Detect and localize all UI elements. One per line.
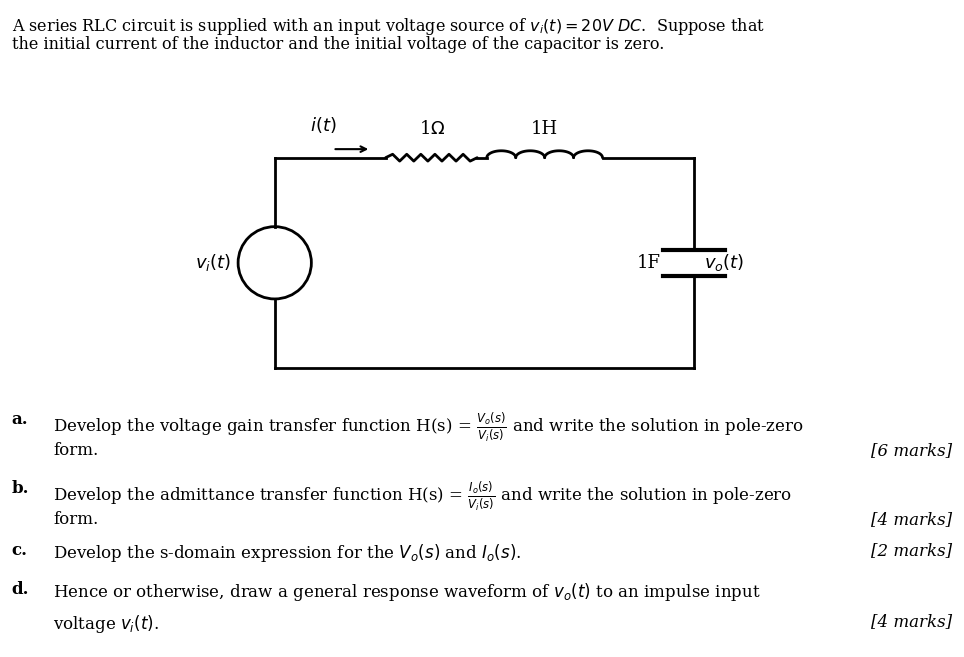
Text: $i(t)$: $i(t)$ [309,115,336,135]
Text: A series RLC circuit is supplied with an input voltage source of $v_i(t)=20V\ DC: A series RLC circuit is supplied with an… [12,16,764,37]
Text: d.: d. [12,581,29,599]
Text: form.: form. [53,442,98,459]
Text: Develop the admittance transfer function H(s) = $\frac{I_o(s)}{V_i(s)}$ and writ: Develop the admittance transfer function… [53,480,792,513]
Text: [4 marks]: [4 marks] [871,613,952,630]
Text: the initial current of the inductor and the initial voltage of the capacitor is : the initial current of the inductor and … [12,36,664,53]
Text: Hence or otherwise, draw a general response waveform of $v_o(t)$ to an impulse i: Hence or otherwise, draw a general respo… [53,581,761,603]
Text: [6 marks]: [6 marks] [871,442,952,459]
Text: 1$\Omega$: 1$\Omega$ [418,120,445,138]
Text: [2 marks]: [2 marks] [871,542,952,559]
Text: voltage $v_i(t)$.: voltage $v_i(t)$. [53,613,159,635]
Text: form.: form. [53,511,98,528]
Text: b.: b. [12,480,29,497]
Text: $v_o(t)$: $v_o(t)$ [704,252,744,273]
Text: [4 marks]: [4 marks] [871,511,952,528]
Text: 1F: 1F [636,254,660,272]
Text: c.: c. [12,542,28,559]
Text: $v_i(t)$: $v_i(t)$ [195,252,231,273]
Text: Develop the s-domain expression for the $V_o(s)$ and $I_o(s)$.: Develop the s-domain expression for the … [53,542,522,564]
Text: a.: a. [12,411,28,428]
Text: 1H: 1H [531,120,558,138]
Text: Develop the voltage gain transfer function H(s) = $\frac{V_o(s)}{V_i(s)}$ and wr: Develop the voltage gain transfer functi… [53,411,804,444]
